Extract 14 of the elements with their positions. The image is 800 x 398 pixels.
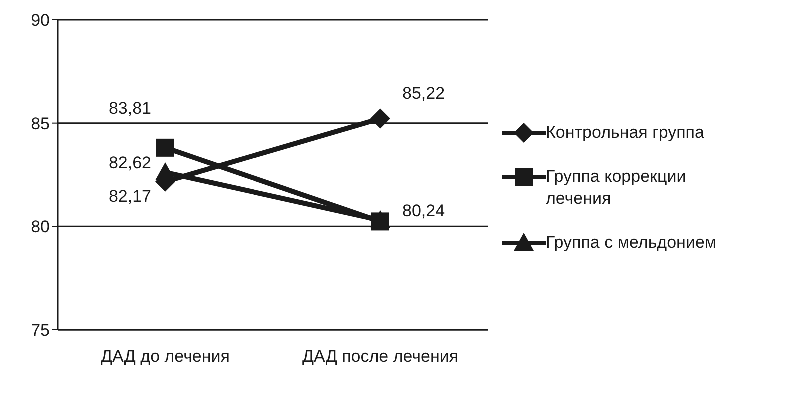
y-tick-label: 75 bbox=[31, 321, 50, 340]
data-label: 85,22 bbox=[402, 84, 446, 103]
data-label: 80,24 bbox=[402, 202, 446, 221]
data-label: 82,62 bbox=[108, 154, 152, 173]
y-tick-label: 85 bbox=[31, 114, 50, 134]
x-tick-label: ДАД после лечения bbox=[302, 347, 459, 366]
data-label: 83,81 bbox=[108, 98, 152, 118]
legend-label: Группа с мельдонием bbox=[546, 232, 718, 254]
y-tick-label: 80 bbox=[31, 218, 50, 237]
legend-label: Контрольная группа bbox=[546, 122, 706, 144]
y-tick-label: 90 bbox=[31, 11, 50, 30]
data-label: 82,17 bbox=[108, 186, 152, 206]
x-tick-label: ДАД до лечения bbox=[101, 347, 230, 366]
legend-label: Группа коррекции лечения bbox=[546, 166, 688, 210]
